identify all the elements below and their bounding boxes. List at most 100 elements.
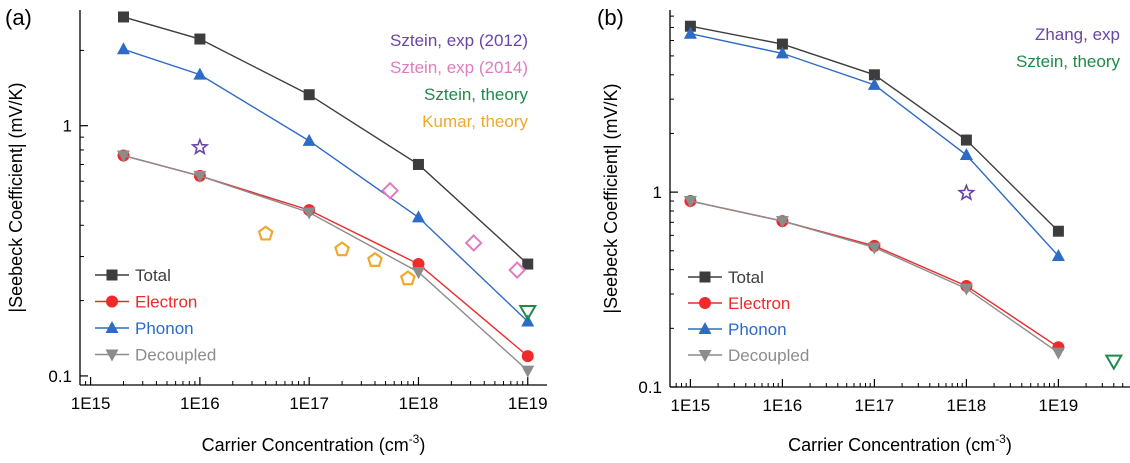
chart-a-point-phonon xyxy=(116,42,130,55)
chart-a-point-phonon xyxy=(411,210,425,223)
chart-a-x-tick-label: 1E19 xyxy=(508,394,548,413)
chart-a-ref-sztein-exp-2014 xyxy=(381,181,527,279)
chart-b: 1E15 1E16 1E17 1E18 1E19 0.1 1 Carrier Concentr… xyxy=(597,5,1130,455)
chart-b-point-decoupled xyxy=(775,216,789,229)
chart-b-point-phonon xyxy=(683,26,697,39)
chart-a-point-total xyxy=(412,158,424,170)
chart-b-ref-point-zhang-exp xyxy=(957,183,976,201)
chart-a-legend-marker-phonon xyxy=(105,321,119,333)
chart-b-legend-marker-electron xyxy=(699,297,711,309)
chart-a-x-tick-label: 1E18 xyxy=(399,394,439,413)
chart-a-x-tick-label: 1E17 xyxy=(289,394,329,413)
chart-a-point-decoupled xyxy=(193,170,207,183)
chart-b-ref-label-sztein-theory: Sztein, theory xyxy=(1016,52,1120,71)
chart-a-ref-label-sztein-exp-2014: Sztein, exp (2014) xyxy=(390,58,528,77)
chart-b-point-decoupled xyxy=(1051,347,1065,360)
chart-b-x-tick-label: 1E18 xyxy=(947,396,987,415)
chart-b-point-decoupled xyxy=(867,242,881,255)
chart-b-legend-marker-phonon xyxy=(698,322,712,334)
chart-b-legend-label-decoupled: Decoupled xyxy=(728,346,809,365)
chart-b-ref-point-sztein-theory xyxy=(1104,354,1124,371)
chart-a-point-decoupled xyxy=(411,267,425,280)
chart-b-line-total xyxy=(690,25,1059,232)
chart-b-point-total xyxy=(868,69,880,81)
chart-a-ref-point-kumar-theory xyxy=(257,225,274,241)
chart-a-minor-ticks xyxy=(80,49,524,385)
chart-b-ref-sztein-theory xyxy=(1104,354,1124,371)
chart-a-ref-point-kumar-theory xyxy=(367,251,383,267)
chart-a-legend-label-electron: Electron xyxy=(135,293,197,312)
chart-a-ref-point-sztein-exp-2012 xyxy=(190,137,210,156)
chart-a-ref-point-kumar-theory xyxy=(334,241,351,257)
chart-a-legend: Total Electron Phonon Decoupled xyxy=(95,266,216,365)
chart-b-legend-marker-total xyxy=(699,271,711,283)
chart-a-legend-marker-electron xyxy=(106,295,118,308)
chart-b-ref-zhang-exp xyxy=(957,183,976,201)
chart-b-point-phonon xyxy=(1051,249,1065,262)
chart-a-legend-label-total: Total xyxy=(135,266,171,285)
chart-a: 1E15 1E16 1E17 1E18 1E19 0.1 1 Carrier Concentr… xyxy=(5,5,548,455)
chart-a-point-phonon xyxy=(193,67,207,80)
chart-b-minor-ticks xyxy=(670,15,1124,387)
chart-b-legend-marker-decoupled xyxy=(698,350,712,362)
chart-a-series-decoupled xyxy=(116,150,535,378)
chart-a-y-axis-title: |Seebeck Coefficient| (mV/K) xyxy=(6,82,26,312)
chart-a-legend-marker-decoupled xyxy=(105,349,119,362)
chart-a-ref-label-sztein-exp-2012: Sztein, exp (2012) xyxy=(390,31,528,50)
chart-b-y-axis-title: |Seebeck Coefficient| (mV/K) xyxy=(601,83,621,313)
chart-a-point-total xyxy=(117,11,129,23)
chart-b-x-axis-title: Carrier Concentration (cm-3) xyxy=(788,432,1012,455)
chart-b-series-phonon xyxy=(683,26,1065,262)
chart-b-point-phonon xyxy=(959,148,973,161)
chart-a-point-total xyxy=(303,89,315,101)
chart-b-legend: Total Electron Phonon Decoupled xyxy=(688,268,809,365)
chart-a-legend-marker-total xyxy=(106,269,118,281)
chart-b-point-phonon xyxy=(867,77,881,90)
chart-b-panel-label: (b) xyxy=(597,5,624,30)
chart-b-legend-label-electron: Electron xyxy=(728,294,790,313)
chart-a-point-decoupled xyxy=(302,207,316,220)
chart-b-point-decoupled xyxy=(959,283,973,296)
chart-a-legend-label-decoupled: Decoupled xyxy=(135,346,216,365)
chart-b-ref-label-zhang-exp: Zhang, exp xyxy=(1035,25,1120,44)
chart-a-ref-kumar-theory xyxy=(257,225,416,286)
chart-b-x-tick-label: 1E16 xyxy=(763,396,803,415)
chart-a-x-tick-label: 1E16 xyxy=(180,394,220,413)
chart-a-panel-label: (a) xyxy=(5,5,32,30)
chart-a-ref-sztein-exp-2012 xyxy=(190,137,210,156)
chart-a-ref-point-sztein-exp-2014 xyxy=(381,181,400,200)
chart-b-point-total xyxy=(684,20,696,32)
chart-a-point-electron xyxy=(521,350,534,363)
chart-b-y-tick-label: 1 xyxy=(653,183,662,202)
chart-b-point-total xyxy=(1052,225,1064,237)
chart-b-x-tick-label: 1E17 xyxy=(855,396,895,415)
chart-b-line-phonon xyxy=(690,33,1059,257)
chart-b-series-total xyxy=(684,20,1064,237)
chart-b-point-total xyxy=(776,38,788,50)
chart-b-x-tick-label: 1E19 xyxy=(1039,396,1079,415)
chart-a-x-axis-title: Carrier Concentration (cm-3) xyxy=(202,432,426,455)
chart-a-point-phonon xyxy=(302,133,316,146)
chart-b-series-decoupled xyxy=(683,196,1065,360)
chart-b-point-total xyxy=(960,134,972,146)
chart-b-legend-label-phonon: Phonon xyxy=(728,320,787,339)
chart-a-ref-point-sztein-exp-2014 xyxy=(508,261,527,279)
chart-a-point-decoupled xyxy=(521,365,535,378)
chart-a-ref-sztein-theory xyxy=(518,305,537,322)
chart-a-point-total xyxy=(194,33,206,45)
chart-a-series-total xyxy=(117,11,534,270)
chart-a-ref-label-kumar-theory: Kumar, theory xyxy=(422,112,528,131)
chart-b-point-decoupled xyxy=(683,196,697,209)
chart-b-legend-label-total: Total xyxy=(728,268,764,287)
chart-a-legend-label-phonon: Phonon xyxy=(135,319,194,338)
chart-a-ref-point-sztein-theory xyxy=(518,305,537,322)
chart-a-y-tick-label: 1 xyxy=(63,117,72,136)
chart-a-x-tick-label: 1E15 xyxy=(71,394,111,413)
chart-a-line-total xyxy=(123,16,529,265)
chart-a-point-electron xyxy=(412,258,425,271)
chart-a-point-total xyxy=(522,258,534,270)
chart-a-ref-point-sztein-exp-2014 xyxy=(464,234,483,252)
chart-a-ref-label-sztein-theory: Sztein, theory xyxy=(424,85,528,104)
chart-b-x-tick-label: 1E15 xyxy=(671,396,711,415)
